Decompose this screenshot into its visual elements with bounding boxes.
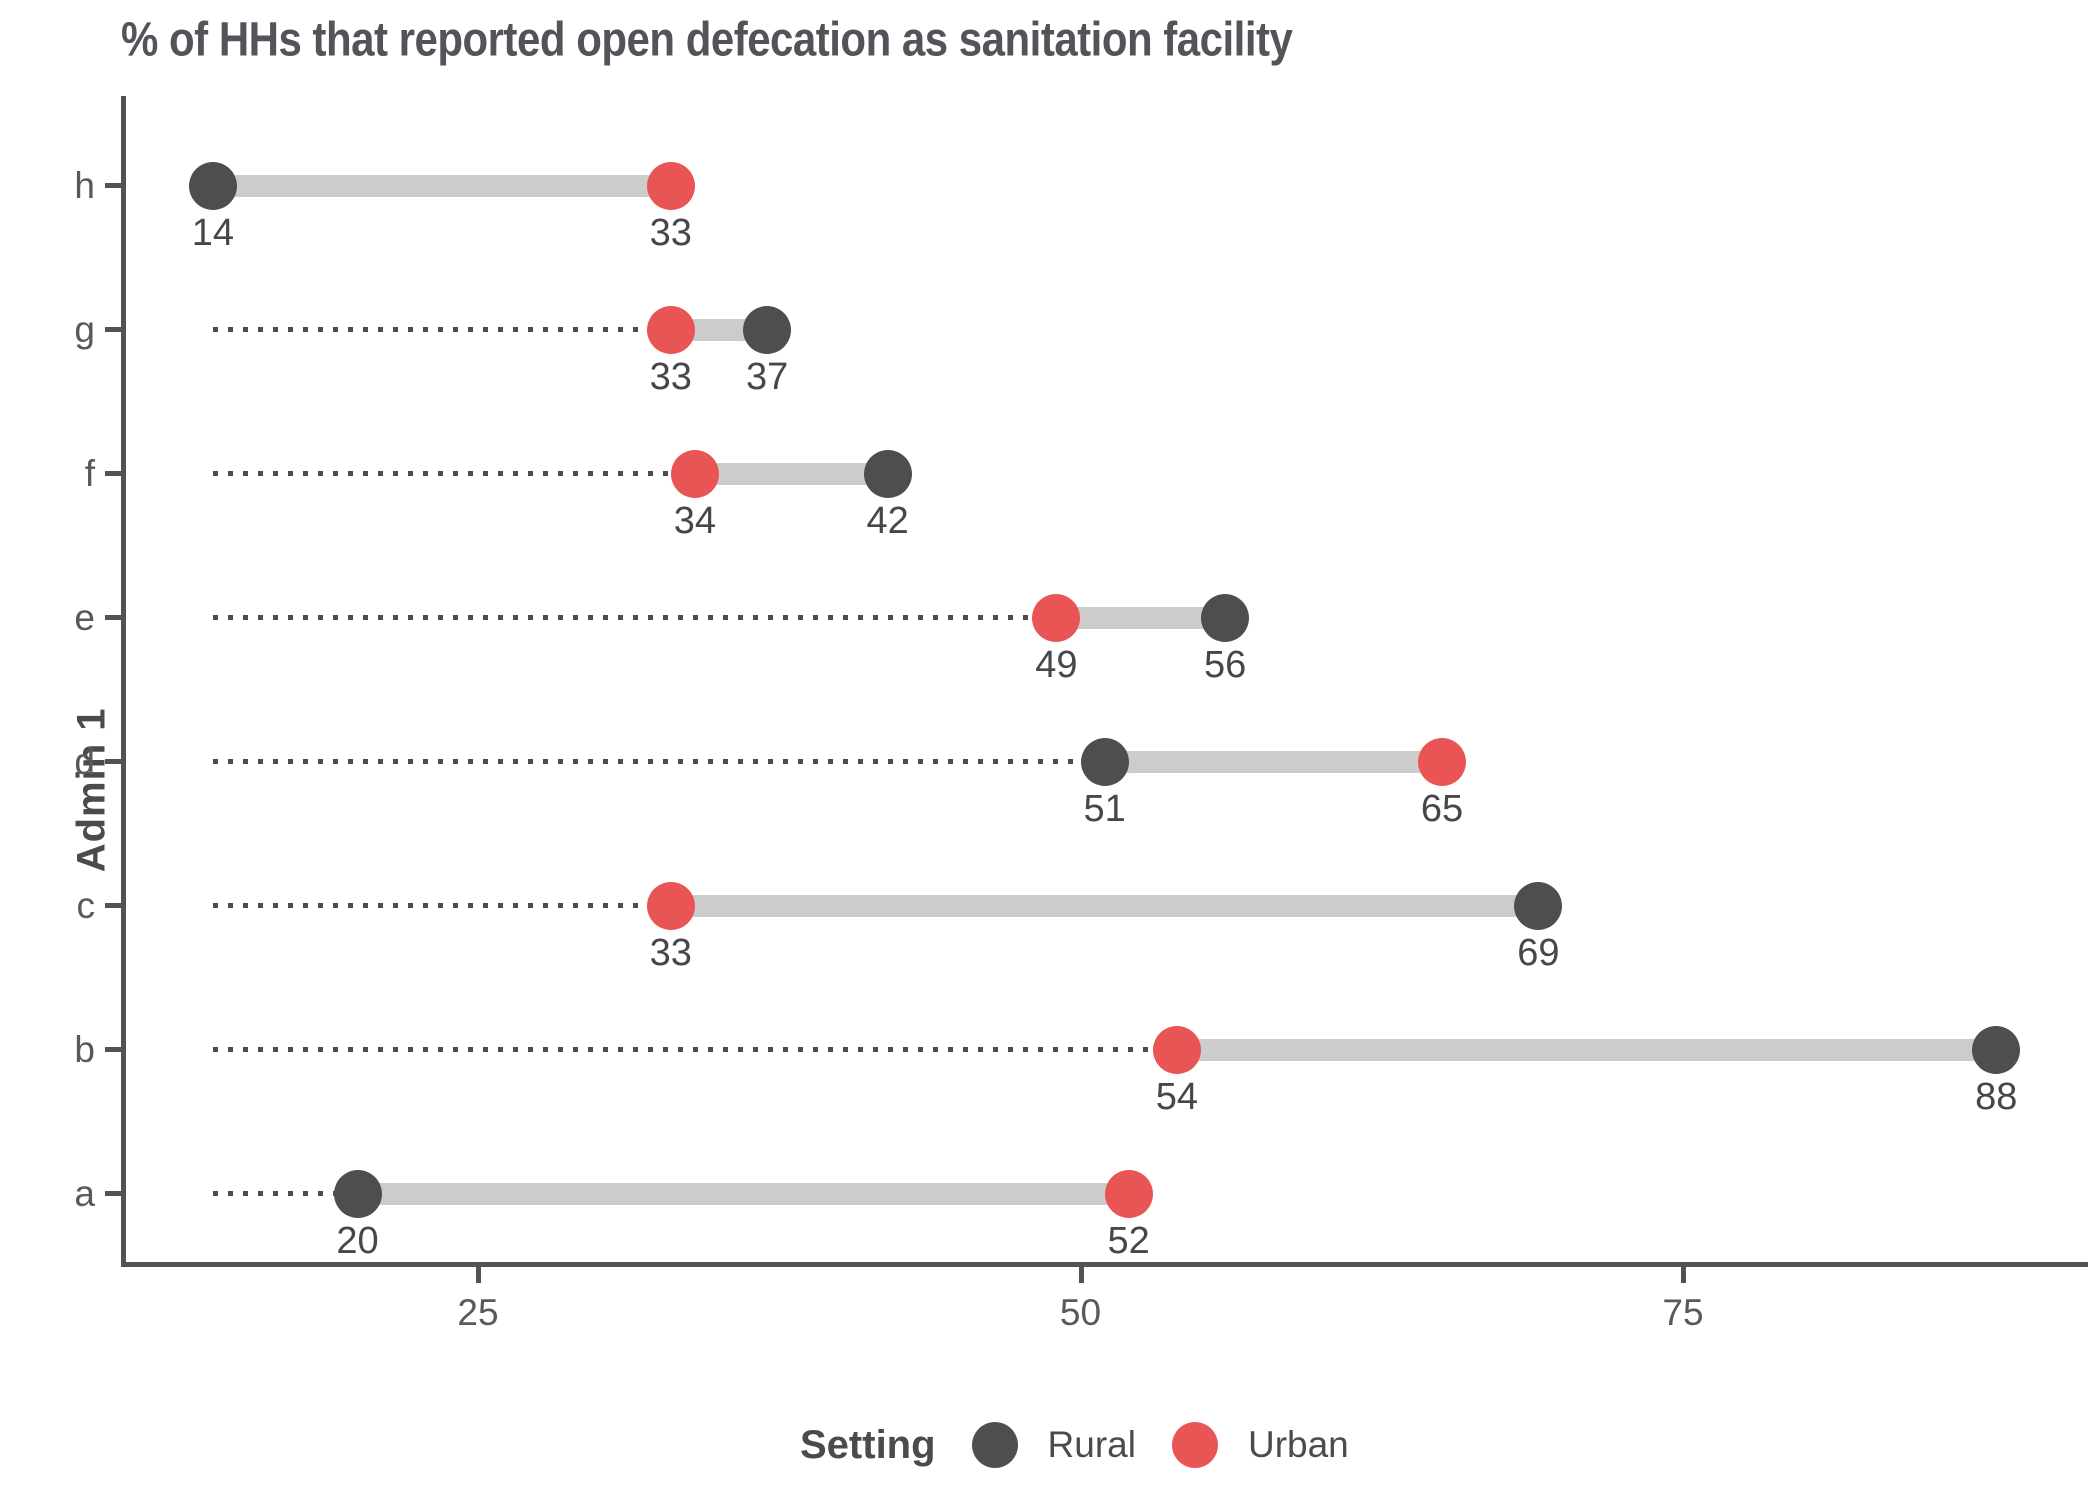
urban-dot <box>670 450 719 498</box>
leader-dotted-line <box>212 1191 358 1196</box>
rural-value-label: 20 <box>336 1220 379 1262</box>
urban-value-label: 33 <box>649 932 692 974</box>
rural-value-label: 42 <box>866 500 909 542</box>
y-category-label: f <box>84 453 95 494</box>
legend: Setting Rural Urban <box>800 1410 1349 1480</box>
y-axis-line <box>121 96 126 1267</box>
urban-value-label: 54 <box>1155 1076 1199 1118</box>
dumbbell-connector <box>1176 1039 1997 1061</box>
leader-dotted-line <box>212 471 695 476</box>
y-category-label: e <box>74 597 95 638</box>
legend-item-urban: Urban <box>1171 1422 1349 1468</box>
leader-dotted-line <box>212 903 671 908</box>
y-category-label: b <box>74 1029 95 1070</box>
dumbbell-connector <box>1104 751 1442 773</box>
legend-item-rural: Rural <box>971 1422 1136 1468</box>
urban-dot <box>646 162 695 210</box>
rural-dot <box>1080 738 1129 786</box>
urban-value-label: 33 <box>649 356 692 398</box>
leader-dotted-line <box>212 759 1105 764</box>
urban-value-label: 52 <box>1107 1220 1150 1262</box>
rural-value-label: 56 <box>1203 644 1247 686</box>
rural-dot <box>1514 882 1563 930</box>
legend-title: Setting <box>800 1422 936 1467</box>
leader-dotted-line <box>212 1047 1177 1052</box>
x-axis-tick-label: 25 <box>457 1292 499 1333</box>
urban-value-label: 34 <box>673 500 717 542</box>
x-axis-tick-label: 50 <box>1059 1292 1102 1333</box>
y-category-label: c <box>76 885 96 926</box>
x-axis-line <box>121 1262 2088 1267</box>
chart-title: % of HHs that reported open defecation a… <box>121 12 1293 66</box>
legend-label: Urban <box>1247 1424 1349 1465</box>
rural-dot <box>333 1170 382 1218</box>
urban-dot <box>1418 738 1466 786</box>
x-axis-tick <box>1078 1267 1084 1283</box>
y-axis-tick <box>105 327 121 332</box>
rural-value-label: 51 <box>1083 788 1126 830</box>
rural-value-label: 69 <box>1517 932 1560 974</box>
legend-label: Rural <box>1047 1424 1136 1465</box>
rural-dot <box>863 450 912 498</box>
dumbbell-connector <box>1056 607 1226 629</box>
rural-dot <box>188 162 237 210</box>
dumbbell-connector <box>212 175 671 197</box>
leader-dotted-line <box>212 327 671 332</box>
dumbbell-connector <box>670 319 768 341</box>
y-axis-tick <box>105 471 121 476</box>
x-axis-tick <box>476 1267 481 1283</box>
urban-dot <box>1152 1026 1201 1074</box>
y-category-label: g <box>74 309 95 350</box>
y-category-label: a <box>74 1173 95 1214</box>
urban-swatch-icon <box>1171 1422 1218 1468</box>
y-axis-tick <box>105 903 121 908</box>
x-axis-tick-label: 75 <box>1662 1292 1704 1333</box>
rural-value-label: 88 <box>1975 1076 2018 1118</box>
leader-dotted-line <box>212 615 1057 620</box>
rural-value-label: 14 <box>191 212 235 254</box>
x-axis-tick <box>1681 1267 1686 1283</box>
urban-value-label: 49 <box>1035 644 1078 686</box>
dumbbell-connector <box>694 463 888 485</box>
y-axis-tick <box>105 1047 121 1052</box>
urban-value-label: 33 <box>649 212 692 254</box>
urban-dot <box>1104 1170 1153 1218</box>
y-axis-tick <box>105 759 121 764</box>
y-category-label: h <box>74 165 95 206</box>
urban-value-label: 65 <box>1420 788 1464 830</box>
dumbbell-connector <box>670 895 1539 917</box>
y-category-label: d <box>74 741 95 782</box>
rural-swatch-icon <box>971 1422 1018 1468</box>
y-axis-tick <box>105 1191 121 1196</box>
rural-dot <box>1201 594 1250 642</box>
urban-dot <box>1032 594 1081 642</box>
urban-dot <box>646 882 695 930</box>
y-axis-tick <box>105 615 121 620</box>
y-axis-tick <box>105 183 121 188</box>
rural-dot <box>743 306 792 354</box>
urban-dot <box>646 306 695 354</box>
rural-value-label: 37 <box>746 356 789 398</box>
dumbbell-connector <box>357 1183 1129 1205</box>
rural-dot <box>1972 1026 2021 1074</box>
